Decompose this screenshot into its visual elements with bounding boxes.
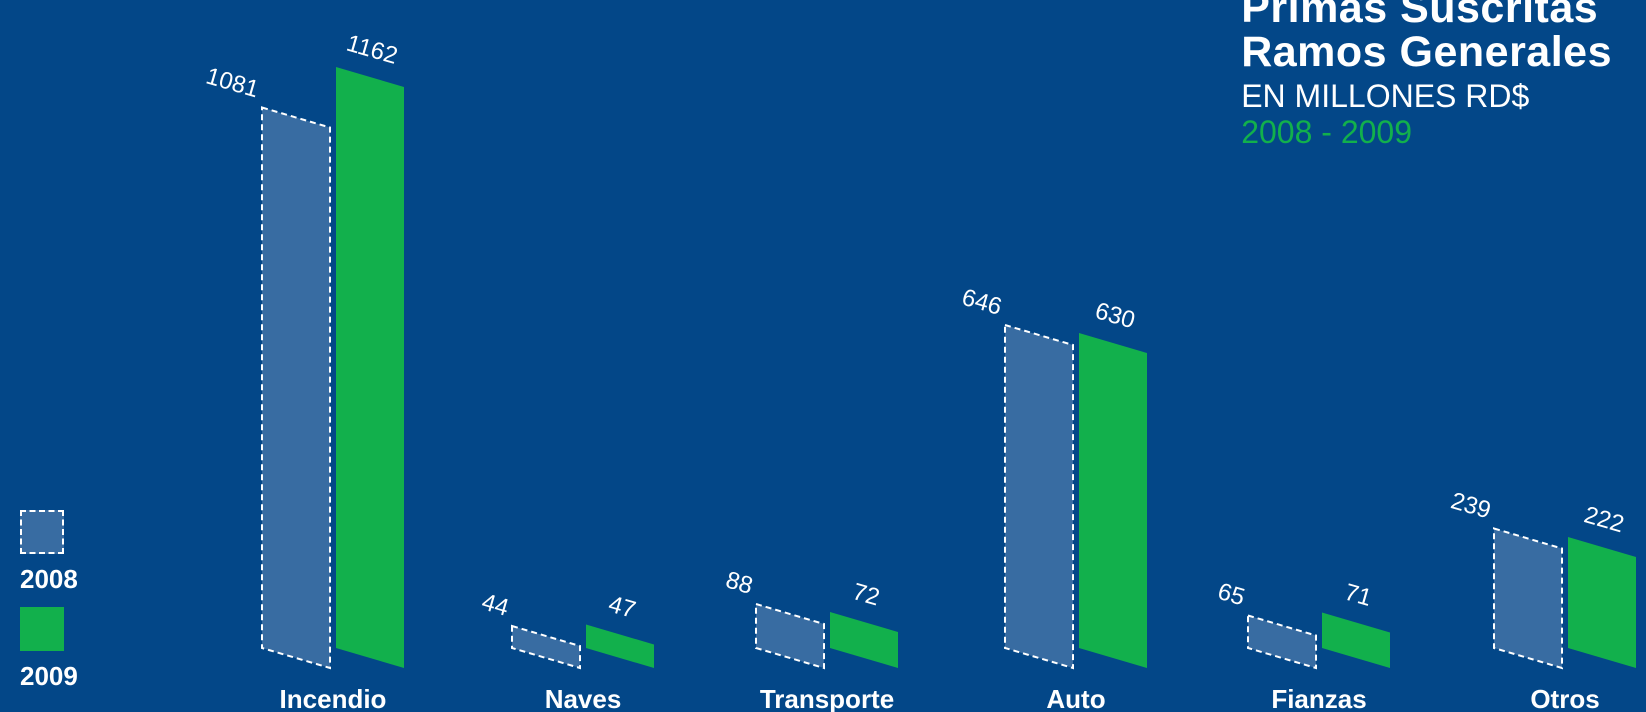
legend: 2008 2009 [20, 510, 78, 704]
bar-fianzas-2008 [1247, 614, 1317, 670]
data-label-incendio-2009: 1162 [344, 30, 401, 70]
legend-label-2009: 2009 [20, 661, 78, 691]
data-label-incendio-2008: 1081 [203, 63, 262, 104]
data-label-auto-2009: 630 [1092, 297, 1138, 334]
bar-incendio-2008 [261, 106, 331, 670]
data-label-fianzas-2008: 65 [1215, 578, 1248, 611]
chart-subtitle: EN MILLONES RD$ [1241, 78, 1530, 114]
data-label-transporte-2009: 72 [850, 578, 883, 611]
bar-otros-2009 [1568, 537, 1636, 668]
category-label-incendio: Incendio [280, 684, 387, 712]
bar-transporte-2009 [830, 612, 898, 668]
bar-otros-2008 [1493, 527, 1563, 670]
data-label-transporte-2008: 88 [723, 566, 756, 599]
data-label-otros-2008: 239 [1448, 487, 1494, 524]
legend-item-2008: 2008 [20, 510, 78, 595]
data-label-fianzas-2009: 71 [1342, 579, 1375, 612]
chart-years: 2008 - 2009 [1241, 114, 1413, 150]
bar-auto-2009 [1079, 333, 1147, 668]
legend-item-2009: 2009 [20, 607, 78, 692]
chart-title-line2: Ramos Generales [1241, 28, 1612, 76]
data-label-otros-2009: 222 [1581, 501, 1627, 538]
bar-auto-2008 [1004, 323, 1074, 670]
legend-label-2008: 2008 [20, 564, 78, 594]
category-label-fianzas: Fianzas [1271, 684, 1366, 712]
category-label-transporte: Transporte [760, 684, 894, 712]
category-label-otros: Otros [1530, 684, 1599, 712]
bar-incendio-2009 [336, 67, 404, 668]
title-block: Primas Suscritas Ramos Generales EN MILL… [1241, 0, 1612, 150]
chart-title: Primas Suscritas [1241, 0, 1599, 32]
data-label-naves-2009: 47 [606, 591, 639, 624]
bar-naves-2008 [511, 624, 581, 670]
category-label-auto: Auto [1046, 684, 1105, 712]
bar-transporte-2008 [755, 602, 825, 670]
legend-swatch-2008 [20, 510, 64, 554]
data-label-naves-2008: 44 [479, 588, 512, 621]
bar-naves-2009 [586, 624, 654, 668]
data-label-auto-2008: 646 [959, 284, 1005, 321]
legend-swatch-2009 [20, 607, 64, 651]
bar-fianzas-2009 [1322, 612, 1390, 668]
category-label-naves: Naves [545, 684, 622, 712]
